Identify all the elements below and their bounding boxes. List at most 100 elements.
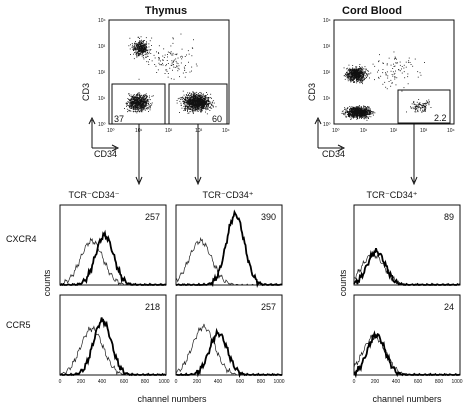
event-dot (205, 109, 207, 111)
event-dot (194, 110, 196, 112)
event-dot (351, 73, 352, 74)
event-dot (353, 75, 355, 77)
event-dot (192, 95, 194, 97)
event-dot (358, 107, 359, 109)
event-dot (137, 93, 139, 95)
event-dot (369, 112, 371, 114)
event-dot (350, 114, 352, 116)
xtick: 800 (257, 379, 266, 385)
event-dot (143, 106, 144, 108)
event-dot (369, 108, 371, 109)
event-dot (358, 112, 360, 114)
event-dot (352, 80, 354, 81)
event-dot (421, 105, 423, 106)
event-dot (422, 105, 424, 106)
event-dot (167, 56, 168, 58)
event-dot (137, 95, 139, 97)
event-dot (141, 107, 142, 109)
event-dot (349, 76, 351, 78)
event-dot (144, 109, 146, 111)
event-dot (193, 104, 195, 105)
event-dot (149, 40, 151, 42)
event-dot (202, 102, 204, 103)
event-dot (183, 98, 184, 99)
event-dot (366, 110, 368, 112)
event-dot (374, 112, 376, 114)
event-dot (382, 62, 384, 64)
event-dot (196, 65, 198, 67)
event-dot (143, 40, 145, 41)
event-dot (159, 64, 161, 66)
event-dot (172, 52, 174, 54)
event-dot (182, 56, 183, 58)
event-dot (417, 71, 419, 73)
event-dot (358, 78, 359, 79)
event-dot (201, 103, 202, 105)
event-dot (197, 94, 199, 96)
event-dot (359, 67, 361, 69)
event-dot (205, 106, 206, 108)
event-dot (136, 111, 138, 112)
event-dot (134, 107, 136, 108)
event-dot (361, 113, 362, 115)
event-dot (390, 79, 392, 81)
event-dot (127, 111, 128, 113)
cord-dotplot: 2.2 10⁰ 10¹ 10² 10³ 10⁴ 10⁰ 10¹ 10² 10³ … (307, 18, 455, 159)
event-dot (198, 104, 200, 105)
event-dot (142, 108, 143, 110)
event-dot (358, 113, 360, 115)
event-dot (192, 103, 194, 105)
event-dot (358, 75, 360, 77)
event-dot (148, 99, 150, 101)
event-dot (189, 95, 190, 97)
event-dot (187, 108, 189, 109)
event-dot (200, 94, 202, 96)
event-dot (142, 103, 144, 105)
event-dot (137, 46, 139, 48)
event-dot (133, 58, 135, 60)
panel-frame (59, 204, 167, 286)
event-dot (138, 107, 140, 109)
event-dot (203, 99, 204, 101)
event-dot (351, 78, 353, 79)
event-dot (417, 105, 419, 107)
event-dot (158, 57, 159, 59)
event-dot (186, 101, 188, 102)
event-dot (370, 72, 372, 74)
event-dot (136, 52, 138, 53)
event-dot (212, 106, 214, 108)
event-dot (204, 104, 206, 106)
event-dot (348, 72, 350, 74)
event-dot (399, 70, 401, 72)
event-dot (136, 106, 138, 108)
event-dot (348, 70, 350, 72)
event-dot (140, 104, 141, 105)
event-dot (353, 81, 355, 82)
event-dot (364, 115, 366, 117)
event-dot (194, 109, 196, 111)
event-dot (362, 74, 364, 75)
event-dot (417, 109, 419, 111)
event-dot (197, 101, 199, 103)
event-dot (204, 102, 206, 104)
thymus-ytick: 10¹ (98, 96, 106, 102)
event-dot (137, 104, 139, 106)
event-dot (195, 108, 197, 110)
event-dot (346, 111, 348, 112)
event-dot (201, 95, 203, 96)
event-dot (351, 72, 353, 74)
event-dot (146, 99, 148, 100)
event-dot (194, 98, 196, 100)
event-dot (352, 79, 354, 81)
event-dot (403, 67, 405, 69)
event-dot (137, 54, 139, 56)
event-dot (177, 67, 179, 69)
event-dot (370, 116, 372, 118)
event-dot (196, 94, 198, 95)
event-dot (355, 68, 357, 70)
event-dot (385, 74, 387, 76)
event-dot (206, 101, 208, 102)
event-dot (202, 94, 204, 96)
event-dot (142, 53, 144, 55)
event-dot (184, 99, 186, 100)
